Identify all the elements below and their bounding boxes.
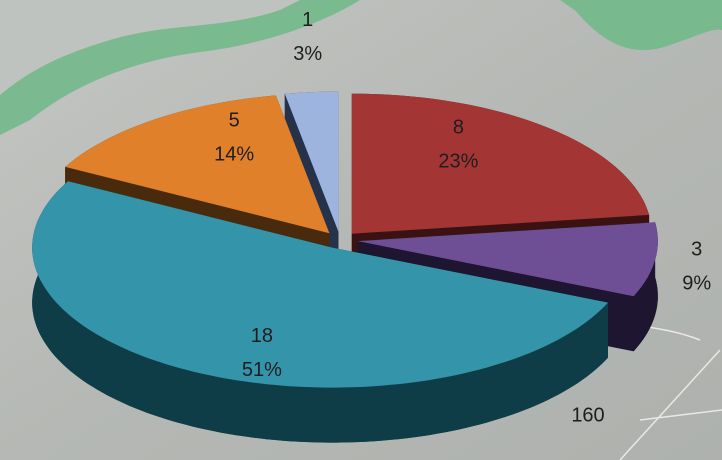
slice [351, 93, 650, 234]
river [0, 0, 360, 135]
slice [284, 91, 339, 232]
data-label: 5 [229, 109, 240, 131]
slice [32, 181, 608, 443]
percent-label: 14% [214, 143, 254, 165]
map-area [0, 0, 330, 110]
percent-label: 3% [293, 43, 322, 65]
percent-label: 23% [438, 150, 478, 172]
percent-label: 51% [242, 359, 282, 381]
slice [65, 95, 330, 234]
slice [32, 181, 608, 388]
annotation: 160 [571, 404, 604, 426]
pie: 8 23% 3 9% 18 51% 5 14% 1 3% [32, 9, 711, 443]
data-label: 3 [691, 239, 702, 261]
river [560, 0, 722, 51]
data-label: 18 [251, 325, 273, 347]
data-label: 8 [453, 116, 464, 138]
slice [357, 222, 658, 297]
data-label: 1 [302, 9, 313, 31]
percent-label: 9% [682, 273, 711, 295]
slice-wall [633, 222, 658, 352]
slice-wall [32, 181, 608, 443]
